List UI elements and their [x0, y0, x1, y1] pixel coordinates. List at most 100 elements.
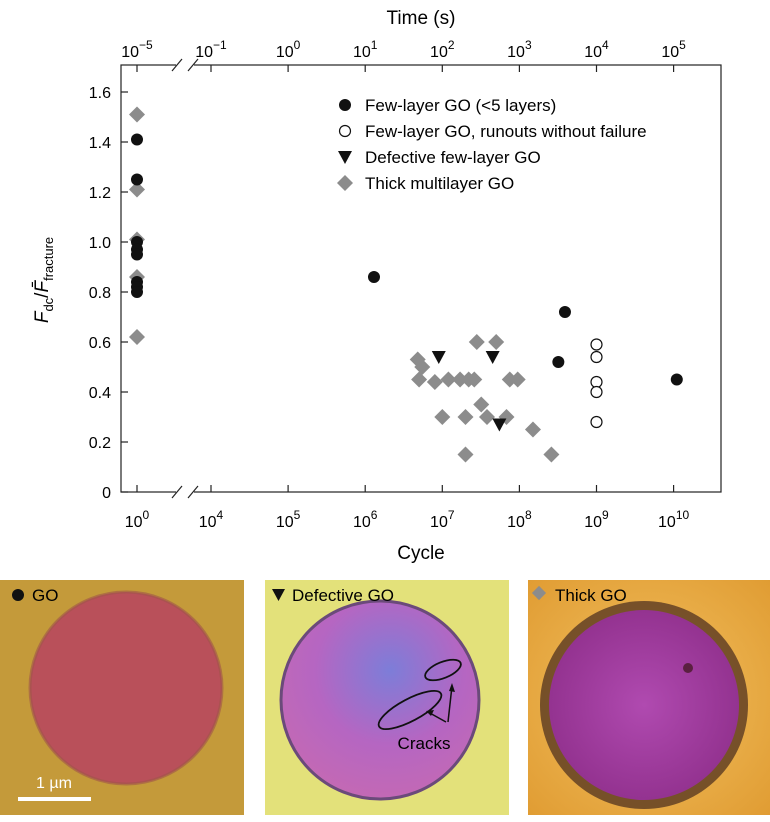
x-tick-label: 107	[430, 508, 455, 531]
membrane-disc	[281, 601, 479, 799]
membrane-disc	[30, 592, 222, 784]
axis-break-gap	[176, 486, 194, 498]
data-point	[457, 409, 474, 425]
scale-bar-label: 1 µm	[36, 775, 72, 792]
data-point	[129, 329, 145, 345]
legend-marker-triangle	[272, 589, 285, 601]
data-point	[488, 334, 505, 350]
crack-arrowhead	[449, 683, 455, 692]
x2-axis-title: Time (s)	[387, 8, 456, 29]
micrograph-defective-go: Defective GO Cracks	[265, 580, 509, 815]
y-tick-label: 1.2	[89, 185, 111, 202]
data-point	[479, 409, 496, 425]
data-points	[129, 106, 683, 463]
plot-frame	[120, 64, 722, 493]
data-point	[367, 271, 380, 283]
data-point	[509, 371, 526, 388]
legend-marker	[338, 151, 352, 164]
y-tick-label: 1.6	[89, 85, 111, 102]
data-point	[670, 373, 683, 386]
data-point	[558, 306, 571, 318]
y-axis-title: Fdc/F̄fracture	[32, 237, 56, 323]
y-tick-label: 0.8	[89, 285, 111, 302]
micrograph-thick-go: Thick GO	[528, 580, 770, 815]
panel-label-defective-go: Defective GO	[292, 586, 394, 605]
data-point	[590, 375, 603, 389]
y-tick-label: 0.4	[89, 385, 111, 402]
x2-tick-label: 101	[353, 38, 378, 61]
scale-bar	[18, 797, 91, 801]
data-point	[590, 338, 603, 351]
crack-arrowhead	[426, 710, 434, 716]
crack-annotation: Cracks	[398, 734, 451, 753]
data-point	[590, 415, 603, 429]
data-point	[131, 133, 143, 146]
panel-label-thick-go: Thick GO	[555, 586, 627, 605]
data-point	[485, 351, 500, 364]
x-axis-title: Cycle	[397, 543, 445, 564]
data-point	[543, 446, 560, 463]
x-tick-label: 105	[276, 508, 301, 531]
membrane-disc-edge	[279, 599, 481, 801]
y-tick-label: 1.0	[89, 235, 111, 252]
y-tick-label: 0	[102, 485, 111, 502]
x-tick-label: 106	[353, 508, 378, 531]
data-point	[590, 350, 603, 364]
crack-arrow	[447, 685, 453, 723]
legend-label: Few-layer GO, runouts without failure	[365, 122, 647, 141]
x2-tick-label: 10−1	[195, 38, 227, 61]
axis-break-slash	[171, 485, 183, 499]
data-point	[590, 385, 603, 399]
x-tick-label: 100	[125, 508, 150, 531]
x2-tick-label: 103	[507, 38, 532, 61]
data-point	[524, 421, 541, 438]
data-point	[492, 418, 507, 432]
axis-ticks: 0 0.2 0.4 0.6 0.8 1.0 1.2 1.4 1.6 100 104 105 106 107…	[89, 38, 690, 531]
micrograph-go: GO 1 µm	[0, 580, 244, 815]
data-point	[129, 181, 145, 198]
data-point	[131, 173, 143, 186]
legend-label: Thick multilayer GO	[365, 174, 514, 193]
legend: Few-layer GO (<5 layers) Few-layer GO, ru…	[337, 96, 647, 193]
x2-tick-label: 102	[430, 38, 455, 61]
data-point	[411, 371, 428, 388]
data-point	[552, 356, 565, 368]
data-point	[452, 371, 469, 388]
data-point	[431, 351, 446, 364]
legend-marker-filled-circle	[12, 589, 24, 601]
x-tick-label: 1010	[658, 508, 689, 531]
legend-marker	[337, 175, 353, 191]
y-tick-label: 0.2	[89, 435, 111, 452]
data-point	[426, 374, 443, 390]
data-point	[129, 106, 145, 123]
x2-tick-label: 105	[661, 38, 686, 61]
crack-outline	[424, 658, 462, 682]
membrane-defect	[683, 663, 693, 673]
x-tick-label: 108	[507, 508, 532, 531]
y-tick-label: 1.4	[89, 135, 111, 152]
data-point	[414, 359, 431, 375]
membrane-disc	[549, 610, 739, 800]
data-point	[440, 371, 457, 388]
x2-tick-label: 100	[276, 38, 301, 61]
legend-label: Defective few-layer GO	[365, 148, 541, 167]
y-tick-label: 0.6	[89, 335, 111, 352]
panel-label-go: GO	[32, 586, 58, 605]
membrane-disc-edge	[28, 590, 224, 786]
x-tick-label: 104	[199, 508, 224, 531]
axis-break-slash	[187, 485, 199, 499]
data-point	[468, 334, 485, 350]
x-tick-label: 109	[584, 508, 609, 531]
data-point	[457, 446, 474, 463]
axis-break-slash	[171, 58, 183, 72]
legend-marker-diamond	[531, 585, 547, 601]
axis-break-slash	[187, 58, 199, 72]
axis-break-gap	[176, 59, 194, 71]
data-point	[473, 396, 490, 413]
legend-marker	[339, 99, 351, 111]
data-point	[131, 286, 143, 298]
data-point	[131, 248, 143, 261]
x2-tick-label: 104	[584, 38, 609, 61]
x2-tick-label: 10−5	[121, 38, 153, 61]
